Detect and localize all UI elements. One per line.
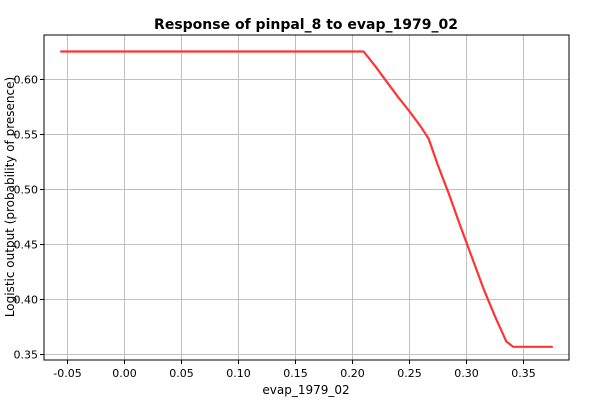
axis-ticks: -0.05 0.00 0.05 0.10 0.15 0.20 0.25 0.30 0.35 0.3…: [14, 74, 536, 381]
x-tick-label: 0.35: [511, 367, 536, 380]
response-curve-line: [59, 50, 554, 348]
x-tick-label: -0.05: [53, 367, 81, 380]
y-tick-label: 0.60: [14, 74, 39, 87]
grid-lines: [44, 35, 569, 360]
y-tick-label: 0.40: [14, 294, 39, 307]
chart-title: Response of pinpal_8 to evap_1979_02: [154, 17, 458, 33]
y-tick-label: 0.35: [14, 349, 39, 362]
y-axis-label: Logistic output (probability of presence…: [3, 77, 17, 317]
x-axis-label: evap_1979_02: [262, 383, 349, 397]
x-tick-label: 0.10: [226, 367, 251, 380]
x-tick-label: 0.00: [112, 367, 137, 380]
x-tick-label: 0.30: [454, 367, 479, 380]
plot-area: [43, 34, 570, 361]
x-tick-label: 0.25: [397, 367, 422, 380]
x-tick-label: 0.05: [169, 367, 194, 380]
series-layer: [59, 50, 554, 348]
x-tick-label: 0.20: [340, 367, 365, 380]
y-tick-label: 0.55: [14, 129, 39, 142]
x-tick-label: 0.15: [283, 367, 308, 380]
y-tick-label: 0.50: [14, 184, 39, 197]
y-tick-label: 0.45: [14, 239, 39, 252]
